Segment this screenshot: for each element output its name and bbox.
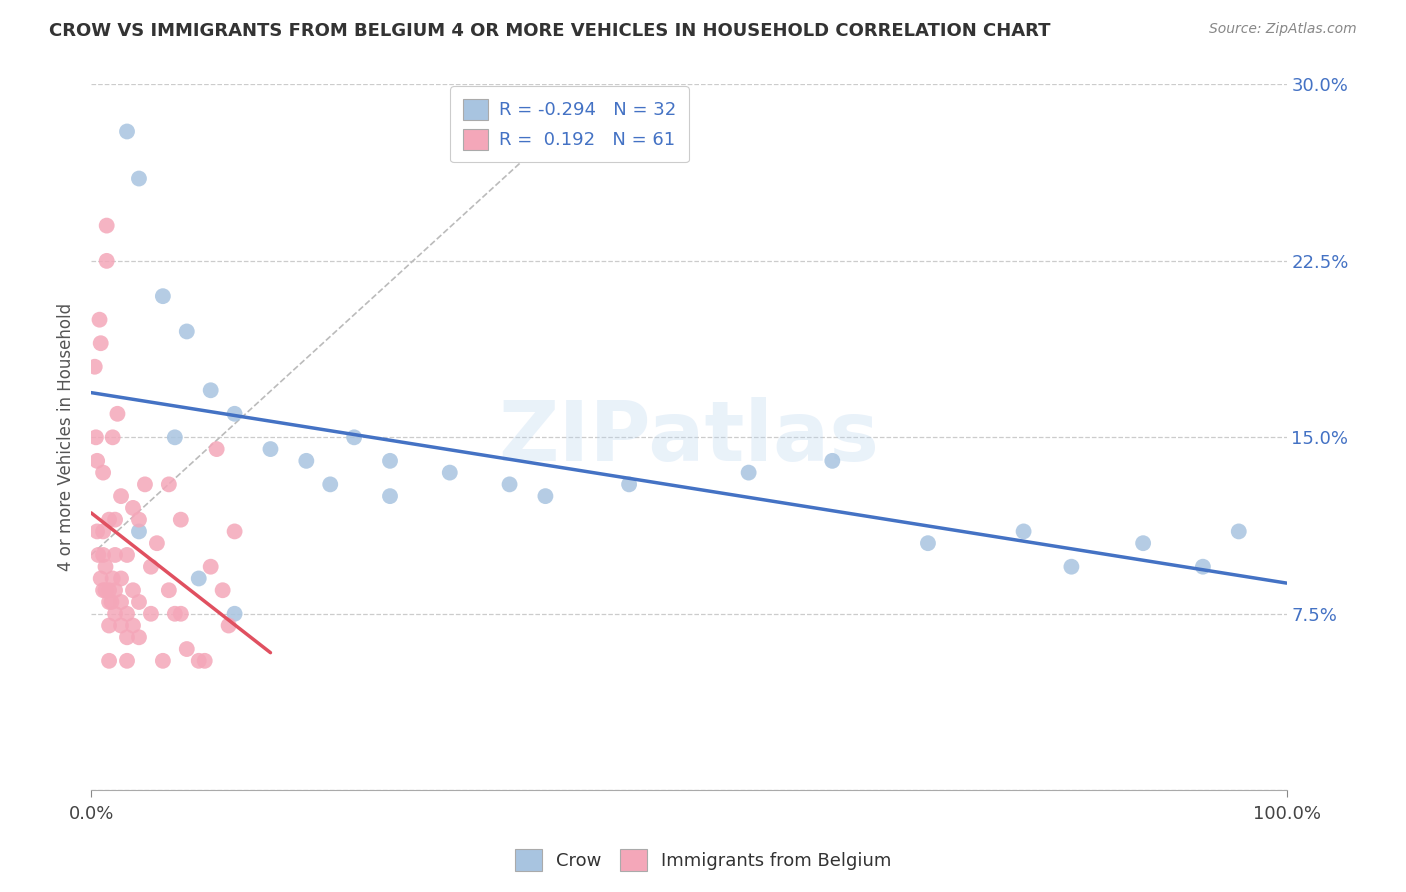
Point (110, 595, 132, 609)
Point (187, 654, 209, 668)
Point (157, 583, 180, 598)
Point (139, 559, 162, 574)
Point (343, 430, 366, 444)
Point (224, 524, 246, 539)
Point (87, 548, 110, 562)
Point (90, 572, 112, 586)
Point (617, 477, 640, 491)
Point (104, 513, 127, 527)
Point (91, 548, 114, 562)
Point (917, 536, 939, 550)
Point (821, 454, 844, 468)
Point (737, 466, 759, 480)
Point (200, 384, 222, 398)
Point (84, 430, 107, 444)
Point (115, 548, 138, 562)
Point (1227, 524, 1250, 539)
Point (122, 583, 145, 598)
Point (91, 466, 114, 480)
Text: Source: ZipAtlas.com: Source: ZipAtlas.com (1209, 22, 1357, 37)
Point (218, 618, 240, 632)
Point (211, 583, 233, 598)
Point (163, 430, 186, 444)
Point (163, 607, 186, 621)
Point (1060, 559, 1083, 574)
Point (107, 407, 129, 421)
Point (128, 171, 150, 186)
Point (98, 513, 121, 527)
Point (86, 524, 108, 539)
Point (1192, 559, 1215, 574)
Point (101, 572, 124, 586)
Point (110, 572, 132, 586)
Point (104, 583, 127, 598)
Point (534, 489, 557, 503)
Point (176, 325, 198, 339)
Point (89, 312, 111, 326)
Point (152, 654, 174, 668)
Point (170, 607, 193, 621)
Point (319, 477, 342, 491)
Y-axis label: 4 or more Vehicles in Household: 4 or more Vehicles in Household (58, 303, 75, 572)
Point (115, 124, 138, 138)
Point (83, 359, 105, 374)
Point (98, 595, 121, 609)
Point (146, 536, 169, 550)
Point (1132, 536, 1154, 550)
Point (91, 583, 114, 598)
Point (498, 477, 520, 491)
Point (170, 513, 193, 527)
Point (439, 466, 461, 480)
Point (104, 548, 127, 562)
Text: ZIPatlas: ZIPatlas (498, 397, 879, 478)
Point (91, 524, 114, 539)
Point (94, 559, 117, 574)
Point (128, 630, 150, 644)
Legend: Crow, Immigrants from Belgium: Crow, Immigrants from Belgium (508, 842, 898, 879)
Point (115, 630, 138, 644)
Point (378, 454, 401, 468)
Point (110, 489, 132, 503)
Point (122, 618, 145, 632)
Point (187, 572, 209, 586)
Point (157, 477, 180, 491)
Point (98, 583, 121, 598)
Point (115, 607, 138, 621)
Point (98, 654, 121, 668)
Point (128, 524, 150, 539)
Point (194, 654, 217, 668)
Point (101, 430, 124, 444)
Point (110, 618, 132, 632)
Point (100, 595, 122, 609)
Point (259, 442, 281, 456)
Legend: R = -0.294   N = 32, R =  0.192   N = 61: R = -0.294 N = 32, R = 0.192 N = 61 (450, 87, 689, 162)
Point (98, 618, 121, 632)
Point (134, 477, 156, 491)
Point (1012, 524, 1035, 539)
Point (152, 289, 174, 303)
Text: CROW VS IMMIGRANTS FROM BELGIUM 4 OR MORE VEHICLES IN HOUSEHOLD CORRELATION CHAR: CROW VS IMMIGRANTS FROM BELGIUM 4 OR MOR… (49, 22, 1050, 40)
Point (224, 607, 246, 621)
Point (224, 407, 246, 421)
Point (128, 513, 150, 527)
Point (200, 559, 222, 574)
Point (96, 219, 118, 233)
Point (86, 454, 108, 468)
Point (378, 489, 401, 503)
Point (295, 454, 318, 468)
Point (96, 253, 118, 268)
Point (122, 500, 145, 515)
Point (176, 642, 198, 657)
Point (94, 583, 117, 598)
Point (128, 595, 150, 609)
Point (104, 607, 127, 621)
Point (90, 336, 112, 351)
Point (205, 442, 228, 456)
Point (139, 607, 162, 621)
Point (115, 654, 138, 668)
